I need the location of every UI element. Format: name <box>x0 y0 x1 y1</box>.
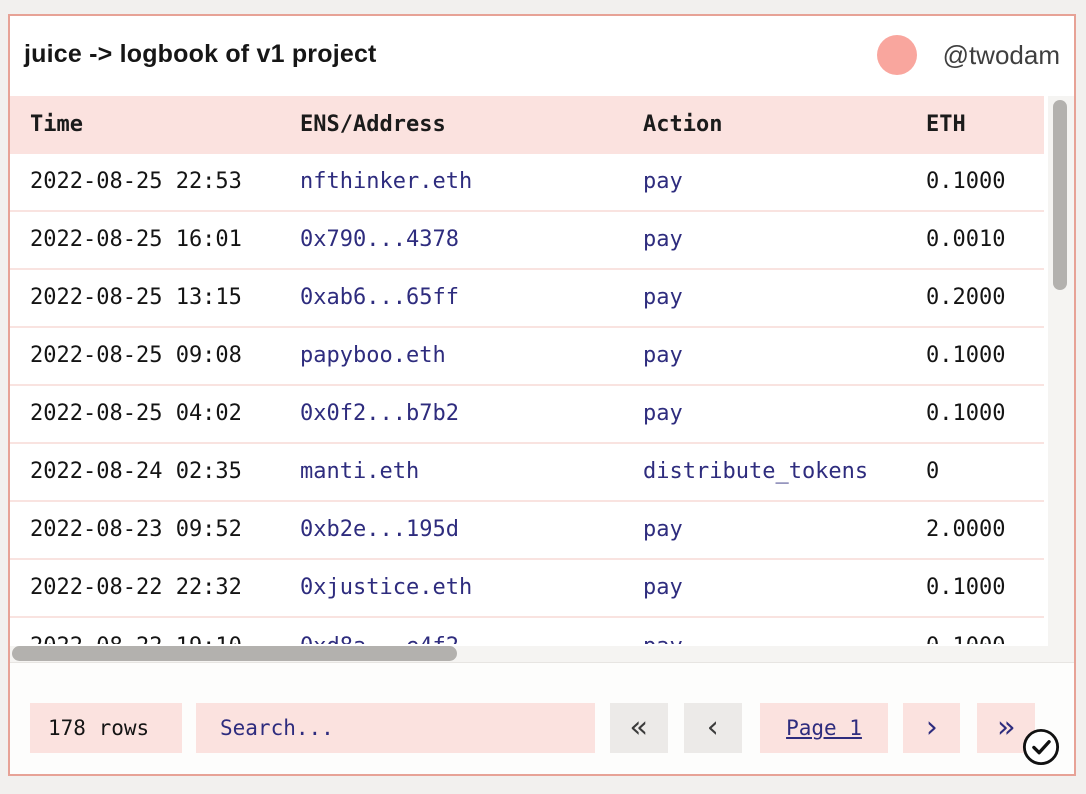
address-link[interactable]: manti.eth <box>300 459 420 484</box>
time-cell: 2022-08-25 22:53 <box>30 169 242 194</box>
time-cell: 2022-08-22 19:10 <box>30 618 242 644</box>
time-cell: 2022-08-25 04:02 <box>30 401 242 426</box>
table-row: 2022-08-22 22:32 0xjustice.eth pay 0.100… <box>10 560 1044 618</box>
column-header-eth: ETH <box>926 112 966 137</box>
table-row-truncated: 2022-08-22 19:10 0xd8a...e4f2 pay 0.1000 <box>10 618 1044 644</box>
table-row: 2022-08-25 13:15 0xab6...65ff pay 0.2000 <box>10 270 1044 328</box>
chevron-left-icon: ‹ <box>703 710 723 745</box>
row-count-badge: 178 rows <box>30 703 182 753</box>
card-header: juice -> logbook of v1 project @twodam <box>10 16 1074 96</box>
eth-cell: 0.1000 <box>926 169 1006 194</box>
action-link[interactable]: pay <box>643 285 683 310</box>
column-header-address: ENS/Address <box>300 112 446 137</box>
column-header-time: Time <box>30 112 83 137</box>
table-row: 2022-08-25 16:01 0x790...4378 pay 0.0010 <box>10 212 1044 270</box>
address-link[interactable]: 0xab6...65ff <box>300 285 459 310</box>
action-link[interactable]: pay <box>643 618 683 644</box>
eth-cell: 2.0000 <box>926 517 1006 542</box>
eth-cell: 0.1000 <box>926 401 1006 426</box>
time-cell: 2022-08-25 16:01 <box>30 227 242 252</box>
action-link[interactable]: pay <box>643 517 683 542</box>
time-cell: 2022-08-25 13:15 <box>30 285 242 310</box>
chevron-right-icon: › <box>922 710 941 745</box>
check-circle-icon <box>1022 728 1060 766</box>
eth-cell: 0.1000 <box>926 343 1006 368</box>
username-link[interactable]: @twodam <box>942 40 1060 70</box>
table-row: 2022-08-24 02:35 manti.eth distribute_to… <box>10 444 1044 502</box>
avatar[interactable] <box>877 35 917 75</box>
horizontal-scrollbar[interactable] <box>10 646 1048 662</box>
table-row: 2022-08-23 09:52 0xb2e...195d pay 2.0000 <box>10 502 1044 560</box>
card-footer: 178 rows « ‹ Page 1 › » <box>10 662 1074 774</box>
eth-cell: 0 <box>926 459 940 484</box>
address-link[interactable]: 0x790...4378 <box>300 227 459 252</box>
time-cell: 2022-08-25 09:08 <box>30 343 242 368</box>
table-row: 2022-08-25 22:53 nfthinker.eth pay 0.100… <box>10 154 1044 212</box>
next-page-button[interactable]: › <box>903 703 960 753</box>
search-input[interactable] <box>196 703 595 753</box>
page-indicator: Page 1 <box>760 703 888 753</box>
action-link[interactable]: pay <box>643 227 683 252</box>
first-page-button[interactable]: « <box>610 703 668 753</box>
address-link[interactable]: 0xb2e...195d <box>300 517 459 542</box>
action-link[interactable]: pay <box>643 169 683 194</box>
page-number-link[interactable]: Page 1 <box>786 716 862 740</box>
vertical-scrollbar[interactable] <box>1048 96 1074 662</box>
page-title: juice -> logbook of v1 project <box>24 40 377 68</box>
transactions-table: Time ENS/Address Action ETH 2022-08-25 2… <box>10 96 1044 662</box>
horizontal-scrollbar-thumb[interactable] <box>12 646 457 661</box>
eth-cell: 0.1000 <box>926 618 1005 644</box>
time-cell: 2022-08-22 22:32 <box>30 575 242 600</box>
last-page-button[interactable]: » <box>977 703 1035 753</box>
action-link[interactable]: pay <box>643 401 683 426</box>
eth-cell: 0.0010 <box>926 227 1006 252</box>
logbook-card: juice -> logbook of v1 project @twodam T… <box>8 14 1076 776</box>
address-link[interactable]: papyboo.eth <box>300 343 446 368</box>
action-link[interactable]: pay <box>643 575 683 600</box>
address-link[interactable]: nfthinker.eth <box>300 169 473 194</box>
address-link[interactable]: 0xd8a...e4f2 <box>300 618 459 644</box>
eth-cell: 0.2000 <box>926 285 1006 310</box>
table-row: 2022-08-25 09:08 papyboo.eth pay 0.1000 <box>10 328 1044 386</box>
action-link[interactable]: pay <box>643 343 683 368</box>
column-header-action: Action <box>643 112 723 137</box>
time-cell: 2022-08-24 02:35 <box>30 459 242 484</box>
previous-page-button[interactable]: ‹ <box>684 703 742 753</box>
action-link[interactable]: distribute_tokens <box>643 459 869 484</box>
chevrons-left-icon: « <box>629 710 649 745</box>
address-link[interactable]: 0x0f2...b7b2 <box>300 401 459 426</box>
chevrons-right-icon: » <box>996 710 1016 745</box>
time-cell: 2022-08-23 09:52 <box>30 517 242 542</box>
eth-cell: 0.1000 <box>926 575 1006 600</box>
table-header-row: Time ENS/Address Action ETH <box>10 96 1044 154</box>
vertical-scrollbar-thumb[interactable] <box>1053 100 1067 290</box>
address-link[interactable]: 0xjustice.eth <box>300 575 473 600</box>
search-box <box>196 703 595 753</box>
table-row: 2022-08-25 04:02 0x0f2...b7b2 pay 0.1000 <box>10 386 1044 444</box>
